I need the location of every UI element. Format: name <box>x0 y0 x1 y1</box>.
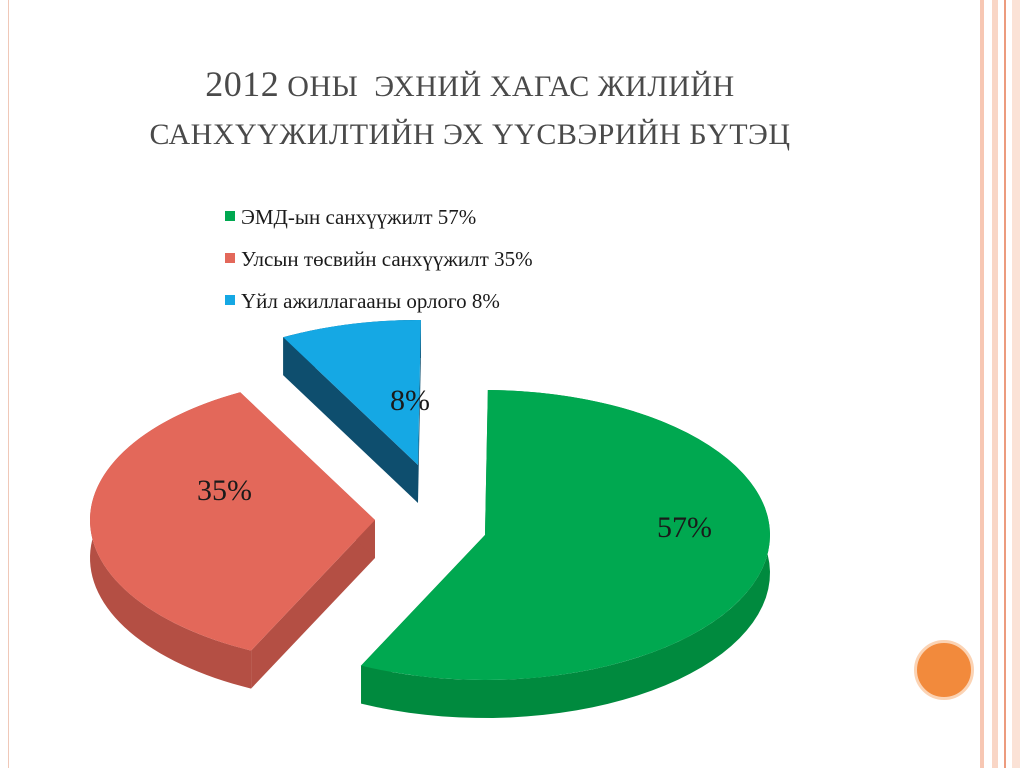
legend-label: Улсын төсвийн санхүүжилт 35% <box>241 247 533 271</box>
slide-title: 2012 ОНЫ ЭХНИЙ ХАГАС ЖИЛИЙН САНХҮҮЖИЛТИЙ… <box>60 60 880 159</box>
legend-item: Улсын төсвийн санхүүжилт 35% <box>225 247 533 289</box>
chart-legend: ЭМД-ын санхүүжилт 57% Улсын төсвийн санх… <box>225 205 533 331</box>
title-year: 2012 <box>205 64 280 104</box>
legend-item: ЭМД-ын санхүүжилт 57% <box>225 205 533 247</box>
legend-swatch <box>225 211 235 221</box>
pie-data-label: 8% <box>390 384 430 417</box>
right-border-line <box>980 0 984 768</box>
legend-item: Үйл ажиллагааны орлого 8% <box>225 289 533 331</box>
pie-slice <box>361 390 771 680</box>
right-border-line <box>1012 0 1020 768</box>
legend-swatch <box>225 295 235 305</box>
legend-swatch <box>225 253 235 263</box>
decorative-circle <box>914 640 974 700</box>
pie-labels: 57% 35% 8% <box>197 384 712 544</box>
pie-slice-face <box>251 520 375 689</box>
pie-data-label: 35% <box>197 474 252 507</box>
pie-slice <box>89 392 375 651</box>
pie-slice-face <box>418 320 421 503</box>
title-line2: САНХҮҮЖИЛТИЙН ЭХ ҮҮСВЭРИЙН БҮТЭЦ <box>149 118 791 151</box>
legend-label: ЭМД-ын санхүүжилт 57% <box>241 205 477 229</box>
pie-tops <box>89 320 771 680</box>
right-border-line <box>1004 0 1006 768</box>
pie-slice <box>283 320 421 465</box>
right-border-line <box>992 0 998 768</box>
left-border-line <box>0 0 9 768</box>
title-line1: ОНЫ ЭХНИЙ ХАГАС ЖИЛИЙН <box>287 70 735 103</box>
pie-slice-side <box>361 390 770 718</box>
pie-data-label: 57% <box>657 511 712 544</box>
pie-slice-face <box>283 337 418 503</box>
legend-label: Үйл ажиллагааны орлого 8% <box>241 289 500 313</box>
